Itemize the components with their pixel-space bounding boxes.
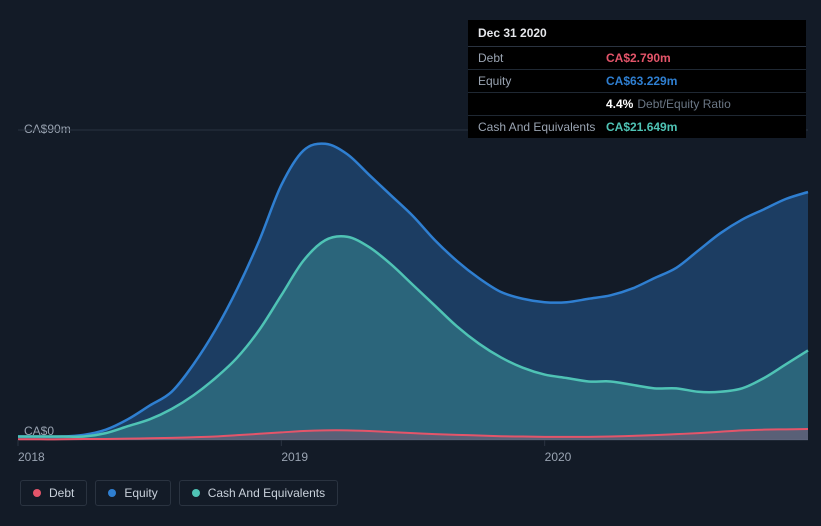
tooltip-row-value: CA$21.649m [606, 120, 677, 134]
legend-dot-icon [108, 489, 116, 497]
x-axis-label: 2019 [281, 450, 308, 464]
tooltip-row-value: CA$2.790m [606, 51, 671, 65]
tooltip-date: Dec 31 2020 [468, 20, 806, 47]
tooltip-row-subtext: Debt/Equity Ratio [637, 97, 730, 111]
chart-container: Dec 31 2020 DebtCA$2.790mEquityCA$63.229… [0, 0, 821, 526]
tooltip-row: EquityCA$63.229m [468, 70, 806, 93]
legend-item-equity[interactable]: Equity [95, 480, 170, 506]
legend-item-debt[interactable]: Debt [20, 480, 87, 506]
legend-item-cash[interactable]: Cash And Equivalents [179, 480, 338, 506]
x-axis-label: 2018 [18, 450, 45, 464]
tooltip-panel: Dec 31 2020 DebtCA$2.790mEquityCA$63.229… [468, 20, 806, 138]
tooltip-row-label [478, 97, 606, 111]
tooltip-row-value: 4.4%Debt/Equity Ratio [606, 97, 731, 111]
tooltip-row: 4.4%Debt/Equity Ratio [468, 93, 806, 116]
plot-area[interactable] [18, 130, 808, 440]
legend: Debt Equity Cash And Equivalents [20, 480, 338, 506]
tooltip-row: DebtCA$2.790m [468, 47, 806, 70]
legend-dot-icon [33, 489, 41, 497]
x-axis-label: 2020 [545, 450, 572, 464]
legend-item-label: Debt [49, 486, 74, 500]
tooltip-row-label: Equity [478, 74, 606, 88]
tooltip-row-label: Cash And Equivalents [478, 120, 606, 134]
tooltip-row-label: Debt [478, 51, 606, 65]
legend-dot-icon [192, 489, 200, 497]
tooltip-row: Cash And EquivalentsCA$21.649m [468, 116, 806, 138]
tooltip-row-value: CA$63.229m [606, 74, 677, 88]
legend-item-label: Cash And Equivalents [208, 486, 325, 500]
legend-item-label: Equity [124, 486, 157, 500]
